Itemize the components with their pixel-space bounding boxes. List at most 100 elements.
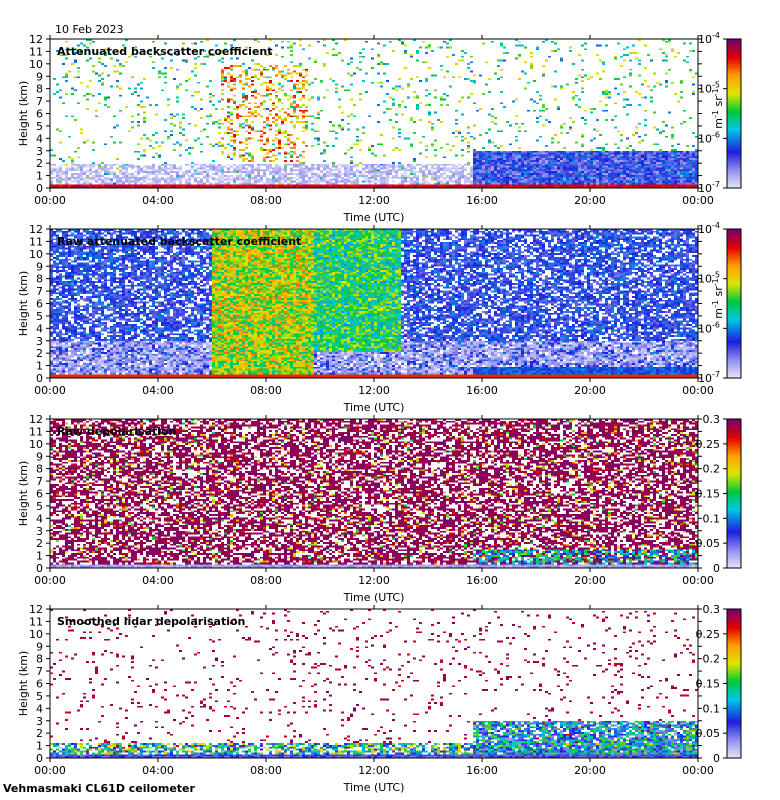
colorbar-swatch: [727, 426, 741, 430]
colorbar-swatch: [727, 613, 741, 618]
colorbar-swatch: [727, 543, 741, 547]
colorbar-tick-label: 0.2: [703, 653, 721, 666]
x-tick-label: 20:00: [574, 194, 606, 207]
y-tick-label: 6: [36, 298, 43, 311]
colorbar-swatch: [727, 698, 741, 702]
colorbar-swatch: [727, 148, 741, 152]
colorbar-swatch: [727, 170, 741, 174]
colorbar-swatch: [727, 681, 741, 685]
colorbar-swatch: [727, 419, 741, 423]
colorbar-swatch: [727, 609, 741, 613]
x-tick-label: 00:00: [34, 384, 66, 397]
colorbar-swatch: [727, 325, 741, 329]
colorbar-swatch: [727, 130, 741, 134]
colorbar-swatch: [727, 258, 741, 262]
colorbar-swatch: [727, 313, 741, 317]
colorbar-swatch: [727, 155, 741, 159]
colorbar-swatch: [727, 638, 741, 642]
heatmap-field: [50, 39, 698, 188]
colorbar-swatch: [727, 68, 741, 72]
colorbar-swatch: [727, 41, 741, 45]
colorbar-swatch: [727, 683, 741, 687]
colorbar-swatch: [727, 703, 741, 707]
colorbar-swatch: [727, 263, 741, 267]
colorbar-swatch: [727, 436, 741, 440]
colorbar-swatch: [727, 538, 741, 542]
x-tick-label: 08:00: [250, 384, 282, 397]
colorbar: 0.3 0.25 0.2 0.15 0.1 0.05 0: [696, 603, 742, 765]
heatmap-field: [50, 609, 698, 758]
colorbar-swatch: [727, 558, 741, 562]
colorbar-swatch: [727, 238, 741, 243]
x-tick-label: 08:00: [250, 194, 282, 207]
colorbar-swatch: [727, 236, 741, 240]
colorbar-swatch: [727, 728, 741, 732]
colorbar-tick-label: 0.3: [703, 413, 721, 426]
colorbar-swatch: [727, 520, 741, 524]
colorbar-swatch: [727, 51, 741, 55]
x-tick-label: 20:00: [574, 384, 606, 397]
colorbar-swatch: [727, 745, 741, 749]
colorbar-swatch: [727, 345, 741, 349]
y-tick-label: 11: [29, 45, 43, 58]
colorbar-swatch: [727, 545, 741, 549]
colorbar: 10-4 10-5 10-6 10-7 m-1 sr-1: [698, 31, 742, 195]
x-tick-label: 00:00: [34, 574, 66, 587]
colorbar-swatch: [727, 626, 741, 630]
colorbar-swatch: [727, 93, 741, 97]
y-tick-label: 10: [29, 248, 43, 261]
colorbar-swatch: [727, 491, 741, 495]
colorbar-swatch: [727, 173, 741, 177]
x-tick-label: 20:00: [574, 574, 606, 587]
colorbar-swatch: [727, 466, 741, 470]
colorbar-swatch: [727, 705, 741, 709]
colorbar-swatch: [727, 76, 741, 80]
y-tick-label: 10: [29, 628, 43, 641]
colorbar-swatch: [727, 663, 741, 667]
y-tick-label: 0: [36, 182, 43, 195]
colorbar-swatch: [727, 98, 741, 102]
x-tick-label: 00:00: [34, 764, 66, 777]
colorbar-tick-label: 10-5: [698, 271, 720, 286]
colorbar-swatch: [727, 718, 741, 722]
colorbar-swatch: [727, 505, 741, 509]
colorbar-tick-label: 0.25: [696, 628, 721, 641]
x-tick-label: 16:00: [466, 384, 498, 397]
y-tick-label: 5: [36, 120, 43, 133]
colorbar-swatch: [727, 281, 741, 285]
x-tick-label: 20:00: [574, 764, 606, 777]
colorbar-swatch: [727, 730, 741, 734]
colorbar-swatch: [727, 318, 741, 322]
colorbar-swatch: [727, 271, 741, 275]
colorbar-swatch: [727, 528, 741, 532]
colorbar-swatch: [727, 656, 741, 660]
colorbar-swatch: [727, 523, 741, 527]
y-tick-label: 10: [29, 58, 43, 71]
colorbar-swatch: [727, 533, 741, 537]
colorbar-swatch: [727, 500, 741, 505]
colorbar-tick-label: 10-7: [698, 370, 720, 385]
y-tick-label: 10: [29, 438, 43, 451]
x-tick-label: 16:00: [466, 764, 498, 777]
colorbar-swatch: [727, 693, 741, 697]
x-tick-label: 04:00: [142, 574, 174, 587]
x-tick-label: 12:00: [358, 384, 390, 397]
colorbar-swatch: [727, 293, 741, 297]
y-tick-label: 2: [36, 727, 43, 740]
colorbar-swatch: [727, 365, 741, 369]
colorbar-swatch: [727, 158, 741, 162]
y-tick-label: 8: [36, 273, 43, 286]
colorbar-swatch: [727, 288, 741, 292]
x-tick-label: 08:00: [250, 574, 282, 587]
colorbar-swatch: [727, 231, 741, 235]
colorbar-swatch: [727, 340, 741, 344]
colorbar-swatch: [727, 510, 741, 514]
colorbar-tick-label: 10-4: [698, 31, 720, 46]
colorbar-swatch: [727, 513, 741, 517]
colorbar-swatch: [727, 111, 741, 115]
y-tick-label: 5: [36, 310, 43, 323]
panel-title: Attenuated backscatter coefficient: [57, 45, 273, 58]
colorbar-swatch: [727, 661, 741, 665]
y-tick-label: 12: [29, 223, 43, 236]
